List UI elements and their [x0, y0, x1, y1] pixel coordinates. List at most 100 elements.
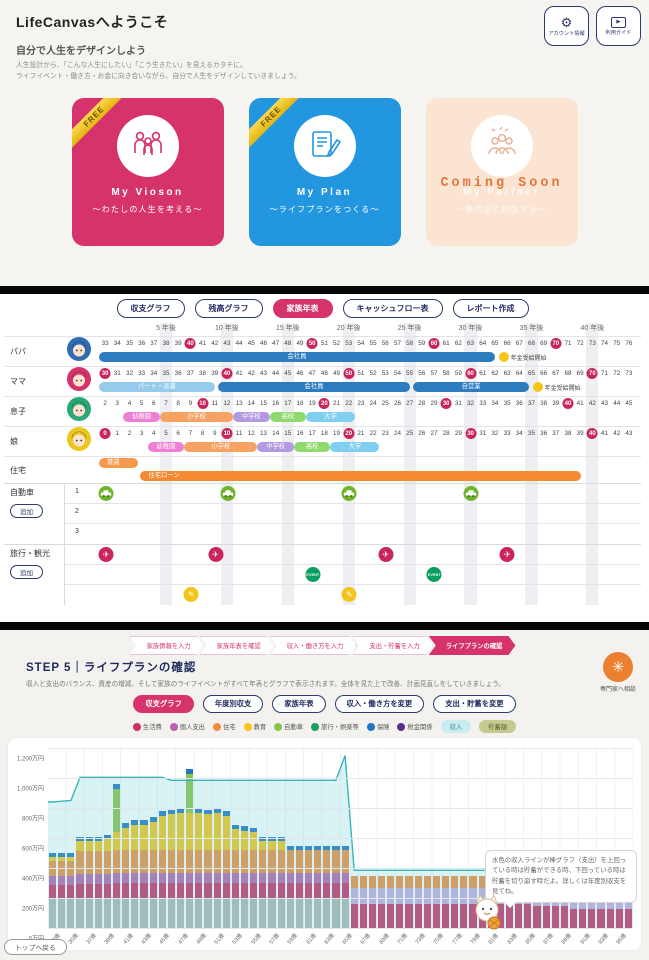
x-axis-tick: 43歳	[140, 932, 153, 946]
tab-キャッシュフロー表[interactable]: キャッシュフロー表	[342, 299, 443, 318]
x-axis-tick: 53歳	[232, 932, 245, 946]
age-cell: 36	[174, 370, 182, 377]
bar-segment	[222, 898, 230, 928]
member-label-cell: 息子	[4, 397, 99, 426]
car-icon[interactable]	[220, 486, 236, 501]
consult-expert-button[interactable]: ✳ 専門家へ相談	[590, 652, 646, 693]
service-card-my-plan[interactable]: FREE My Plan 〜ライフプランをつくる〜	[248, 98, 401, 247]
x-axis-tick: 91歳	[579, 932, 592, 946]
age-cell: 48	[284, 340, 292, 347]
card-subtitle: 〜わたしの人生を考える〜	[92, 205, 203, 215]
bar-高校: 高校	[269, 412, 307, 422]
pension-coin-icon	[532, 382, 543, 392]
bar-segment	[341, 898, 349, 928]
age-cell: 25	[381, 400, 389, 407]
bar-segment	[122, 898, 130, 928]
step-ライフプランの確認[interactable]: ライフプランの確認	[429, 636, 516, 655]
step-家族情報を入力[interactable]: 家族情報を入力	[130, 636, 204, 655]
car-icon[interactable]	[463, 486, 479, 501]
bar-segment	[167, 883, 175, 899]
age-cell: 23	[381, 430, 389, 437]
tab-収支グラフ[interactable]: 収支グラフ	[116, 299, 185, 318]
age-cell: 8	[176, 400, 180, 407]
memo-pencil-icon[interactable]: ✎	[183, 587, 199, 602]
age-cell: 39	[211, 370, 219, 377]
add-travel-button[interactable]: 追加	[10, 565, 43, 579]
chart-button-家族年表[interactable]: 家族年表	[272, 695, 326, 713]
bar-segment	[186, 883, 194, 899]
chart-button-収入・働き方を変更[interactable]: 収入・働き方を変更	[334, 695, 425, 713]
bar-segment	[76, 851, 84, 875]
bar-segment	[176, 883, 185, 899]
x-axis-tick: 95歳	[616, 932, 629, 946]
x-axis-tick: 69歳	[378, 932, 391, 946]
age-cell: 31	[454, 400, 462, 407]
chart-button-収支グラフ[interactable]: 収支グラフ	[133, 695, 194, 713]
car-icon[interactable]	[98, 486, 114, 501]
step-収入・働き方を入力[interactable]: 収入・働き方を入力	[270, 636, 357, 655]
guide-button[interactable]: ▶ 利用ガイド	[596, 6, 641, 46]
bar-segment	[85, 898, 93, 928]
travel-group: 旅行・観光 追加 ✈ ✈ ✈ ✈ EVENT EVENT ✎ ✎	[4, 544, 641, 605]
event-icon[interactable]: EVENT	[426, 567, 442, 582]
bar-segment	[176, 898, 185, 928]
car-subrow-track	[98, 484, 635, 503]
card-title: My Plan	[296, 187, 353, 199]
step-title: STEP 5｜ライフプランの確認	[26, 662, 197, 674]
age-cell: 4	[127, 400, 132, 407]
service-card-my-vioson[interactable]: FREE My Vioson 〜わたしの人生を考える〜	[71, 98, 224, 247]
bar-segment	[158, 815, 166, 850]
airplane-travel-icon[interactable]: ✈	[499, 547, 515, 562]
chart-button-支出・貯蓄を変更[interactable]: 支出・貯蓄を変更	[433, 695, 516, 713]
career-bars: 幼稚園 小学校 中学校 高校 大学	[99, 411, 635, 424]
age-cell: 21	[357, 430, 365, 437]
step-家族年表を確認[interactable]: 家族年表を確認	[200, 636, 274, 655]
bar-segment	[451, 875, 459, 889]
age-cell: 38	[564, 430, 572, 437]
age-cell: 71	[564, 340, 572, 347]
bar-segment	[85, 841, 93, 852]
airplane-travel-icon[interactable]: ✈	[378, 547, 394, 562]
age-cell: 37	[186, 370, 194, 377]
progress-stepper: 家族情報を入力 家族年表を確認 収入・働き方を入力 支出・貯蓄を入力 ライフプランの確認	[8, 636, 641, 655]
bar-segment	[76, 898, 84, 928]
step-支出・貯蓄を入力[interactable]: 支出・貯蓄を入力	[352, 636, 432, 655]
bar-segment	[332, 883, 340, 899]
member-row-ママ: ママ 30 31 32 33 34 35 36 37 38 39 40 41 42 43 44 45 46 47 48…	[4, 366, 641, 396]
bar-segment	[140, 850, 148, 874]
chart-button-年度別収支[interactable]: 年度別収支	[202, 695, 264, 713]
event-icon[interactable]: EVENT	[305, 567, 321, 582]
tab-残高グラフ[interactable]: 残高グラフ	[194, 299, 263, 318]
travel-subrow-number	[65, 565, 100, 584]
back-to-top-button[interactable]: トップへ戻る	[4, 939, 67, 955]
legend-item-住宅: 住宅	[212, 722, 236, 731]
bar-segment	[112, 873, 121, 883]
travel-subrow-1: ✈ ✈ ✈ ✈	[65, 545, 641, 565]
bar-segment	[286, 883, 294, 899]
age-row: 30 31 32 33 34 35 36 37 38 39 40 41 42 43 44 45 46 47 48 49…	[99, 367, 635, 381]
age-cell: 37	[552, 430, 560, 437]
bar-segment	[323, 850, 331, 874]
bar-segment	[213, 898, 221, 928]
memo-pencil-icon[interactable]: ✎	[341, 587, 357, 602]
x-axis-tick: 83歳	[506, 932, 519, 946]
bar-segment	[240, 883, 249, 899]
bar-segment	[451, 888, 459, 904]
account-info-button[interactable]: ⚙ アカウント情報	[544, 6, 589, 46]
airplane-travel-icon[interactable]: ✈	[98, 547, 114, 562]
tab-家族年表[interactable]: 家族年表	[272, 299, 333, 318]
legend-label: 生活費	[142, 724, 162, 731]
car-icon[interactable]	[341, 486, 357, 501]
tab-レポート作成[interactable]: レポート作成	[452, 299, 529, 318]
age-cell: 12	[223, 400, 231, 407]
bar-segment	[112, 898, 121, 928]
age-cell: 40	[184, 338, 196, 349]
age-cell: 35	[527, 430, 535, 437]
age-cell: 28	[442, 430, 450, 437]
service-card-my-partner[interactable]: Coming Soon My Partner 〜専門家に相談する〜	[425, 98, 578, 247]
age-cell: 33	[138, 370, 146, 377]
add-car-button[interactable]: 追加	[10, 504, 43, 518]
bar-segment	[350, 904, 358, 928]
airplane-travel-icon[interactable]: ✈	[208, 547, 223, 562]
legend-label: 個人支出	[179, 724, 205, 731]
